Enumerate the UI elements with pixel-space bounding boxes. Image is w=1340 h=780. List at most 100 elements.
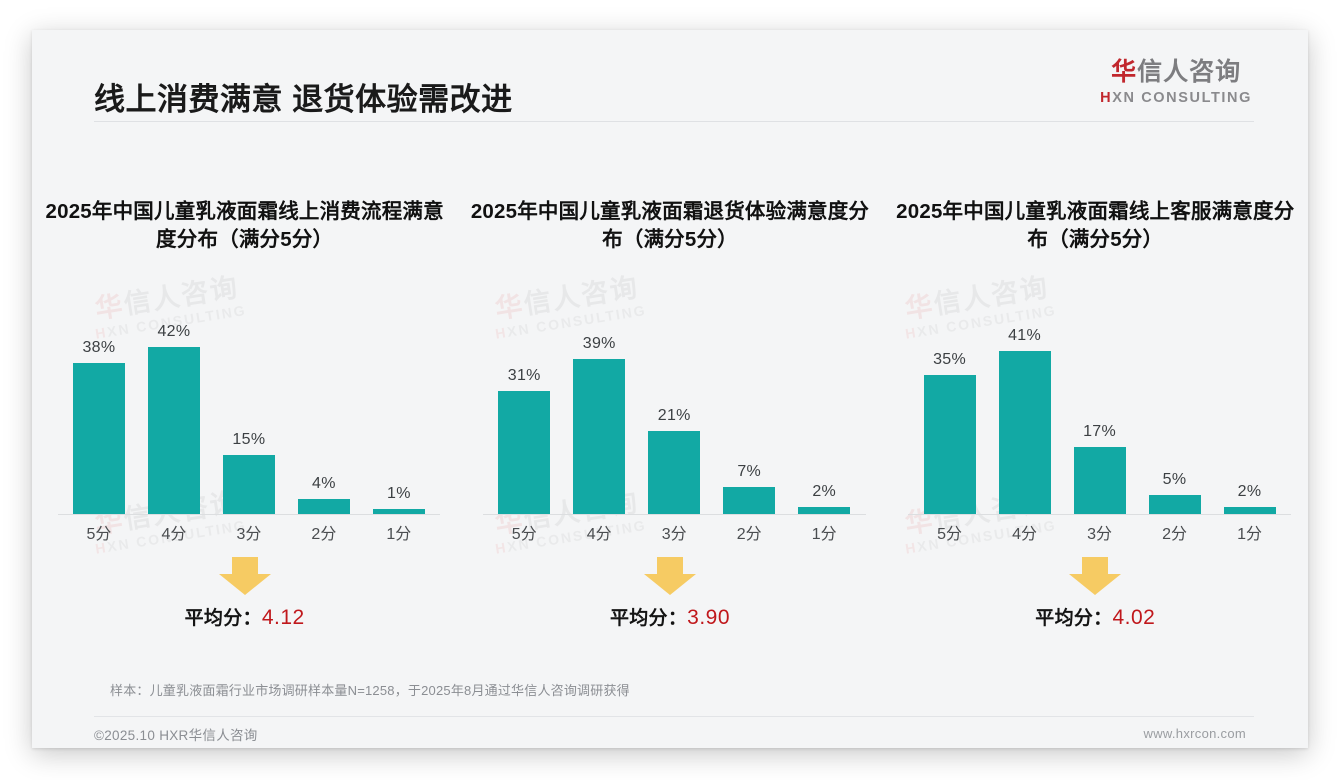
bar-column: 2% <box>1217 305 1283 515</box>
x-axis-label: 5分 <box>511 526 537 543</box>
bar-value-label: 15% <box>232 431 266 448</box>
chart-panel: 2025年中国儿童乳液面霜线上消费流程满意度分布（满分5分） 38% 42% 15%… <box>32 130 457 670</box>
average-block: 平均分：3.90 <box>457 555 882 645</box>
company-logo: 华信人咨询 HXN CONSULTING <box>1100 60 1252 106</box>
x-axis-label: 3分 <box>661 526 687 543</box>
down-arrow-icon <box>642 555 698 602</box>
chart-title: 2025年中国儿童乳液面霜线上消费流程满意度分布（满分5分） <box>45 200 444 252</box>
bar-value-label: 1% <box>387 485 411 502</box>
average-label: 平均分： <box>609 608 688 629</box>
average-block: 平均分：4.02 <box>883 555 1308 645</box>
footer-copyright: ©2025.10 HXR华信人咨询 <box>94 728 258 743</box>
chart-title: 2025年中国儿童乳液面霜退货体验满意度分布（满分5分） <box>470 200 870 252</box>
bar-value-label: 31% <box>507 367 541 384</box>
footer-divider <box>94 716 1254 717</box>
average-label: 平均分： <box>1035 608 1113 629</box>
x-axis-label: 2分 <box>311 526 337 543</box>
x-axis-labels: 5分 4分 3分 2分 1分 <box>491 519 857 545</box>
bar <box>798 507 851 515</box>
bar-value-label: 39% <box>582 335 616 352</box>
x-axis-label: 4分 <box>161 526 187 543</box>
down-arrow-icon <box>1067 555 1123 602</box>
bar-column: 15% <box>216 305 282 515</box>
average-label: 平均分： <box>184 608 262 629</box>
logo-en-rest: XN CONSULTING <box>1112 90 1252 106</box>
average-score-line: 平均分：4.12 <box>185 603 305 630</box>
bar-chart: 31% 39% 21% 7% 2% 5分 4分 3分 2分 1分 <box>457 305 882 545</box>
x-axis-label: 3分 <box>236 526 262 543</box>
average-block: 平均分：4.12 <box>32 555 457 645</box>
bar-value-label: 7% <box>737 463 762 480</box>
bar <box>1073 447 1126 515</box>
page-title: 线上消费满意 退货体验需改进 <box>94 82 513 117</box>
bar <box>297 499 350 515</box>
x-axis-label: 4分 <box>1012 526 1038 543</box>
chart-panels: 2025年中国儿童乳液面霜线上消费流程满意度分布（满分5分） 38% 42% 15%… <box>32 130 1308 670</box>
slide-card: 线上消费满意 退货体验需改进 华信人咨询 HXN CONSULTING 华信人咨… <box>32 30 1308 748</box>
bar-column: 39% <box>566 305 632 515</box>
x-axis-label: 1分 <box>1237 526 1262 543</box>
x-axis-labels: 5分 4分 3分 2分 1分 <box>917 519 1283 545</box>
bar <box>723 487 776 515</box>
bar <box>372 509 425 515</box>
header-divider <box>94 121 1254 122</box>
bar-chart: 35% 41% 17% 5% 2% 5分 4分 3分 2分 1分 <box>883 305 1308 545</box>
bar-series: 38% 42% 15% 4% 1% <box>66 305 432 515</box>
x-axis-line <box>908 514 1291 515</box>
bar-column: 4% <box>291 305 357 515</box>
average-value: 3.90 <box>687 606 731 629</box>
bar <box>648 431 701 515</box>
bar-value-label: 2% <box>1237 483 1262 500</box>
bar <box>72 363 125 515</box>
x-axis-line <box>57 514 441 515</box>
sample-note: 样本：儿童乳液面霜行业市场调研样本量N=1258，于2025年8月通过华信人咨询… <box>110 683 630 698</box>
x-axis-label: 5分 <box>86 526 112 543</box>
slide-header: 线上消费满意 退货体验需改进 华信人咨询 HXN CONSULTING <box>32 30 1308 122</box>
average-value: 4.02 <box>1112 606 1156 629</box>
x-axis-label: 3分 <box>1087 526 1112 543</box>
logo-cn-rest: 信人咨询 <box>1137 58 1242 86</box>
bar-value-label: 17% <box>1083 423 1117 440</box>
bar <box>147 347 200 515</box>
x-axis-label: 2分 <box>1162 526 1187 543</box>
bar-column: 1% <box>366 305 432 515</box>
down-arrow-icon <box>217 555 273 602</box>
bar-value-label: 42% <box>157 323 191 340</box>
bar <box>923 375 976 515</box>
bar-column: 17% <box>1067 305 1133 515</box>
footer-website: www.hxrcon.com <box>1143 726 1246 741</box>
bar-chart: 38% 42% 15% 4% 1% 5分 4分 3分 2分 1分 <box>32 305 457 545</box>
bar <box>1223 507 1276 515</box>
bar-series: 31% 39% 21% 7% 2% <box>491 305 857 515</box>
bar-column: 38% <box>66 305 132 515</box>
average-score-line: 平均分：4.02 <box>1035 603 1155 630</box>
chart-panel: 2025年中国儿童乳液面霜退货体验满意度分布（满分5分） 31% 39% 21% 7%… <box>457 130 882 670</box>
bar-column: 31% <box>491 305 557 515</box>
bar-column: 5% <box>1142 305 1208 515</box>
bar-value-label: 38% <box>82 339 116 356</box>
x-axis-label: 5分 <box>937 526 963 543</box>
chart-panel: 2025年中国儿童乳液面霜线上客服满意度分布（满分5分） 35% 41% 17% 5%… <box>883 130 1308 670</box>
bar-column: 42% <box>141 305 207 515</box>
bar-column: 21% <box>641 305 707 515</box>
bar <box>222 455 275 515</box>
bar <box>573 359 626 515</box>
bar <box>498 391 551 515</box>
logo-english-text: HXN CONSULTING <box>1100 91 1252 106</box>
bar-value-label: 2% <box>812 483 837 500</box>
bar-value-label: 4% <box>312 475 336 492</box>
x-axis-labels: 5分 4分 3分 2分 1分 <box>66 519 432 545</box>
bar-column: 35% <box>917 305 983 515</box>
average-score-line: 平均分：3.90 <box>610 603 730 630</box>
logo-chinese-text: 华信人咨询 <box>1100 60 1252 85</box>
bar <box>998 351 1051 515</box>
x-axis-line <box>482 514 866 515</box>
x-axis-label: 1分 <box>386 526 412 543</box>
chart-title: 2025年中国儿童乳液面霜线上客服满意度分布（满分5分） <box>896 200 1295 252</box>
bar-series: 35% 41% 17% 5% 2% <box>917 305 1283 515</box>
bar-value-label: 35% <box>933 351 967 368</box>
bar-column: 7% <box>716 305 782 515</box>
bar-value-label: 41% <box>1008 327 1042 344</box>
logo-en-accent: H <box>1100 90 1113 106</box>
bar-column: 41% <box>992 305 1058 515</box>
